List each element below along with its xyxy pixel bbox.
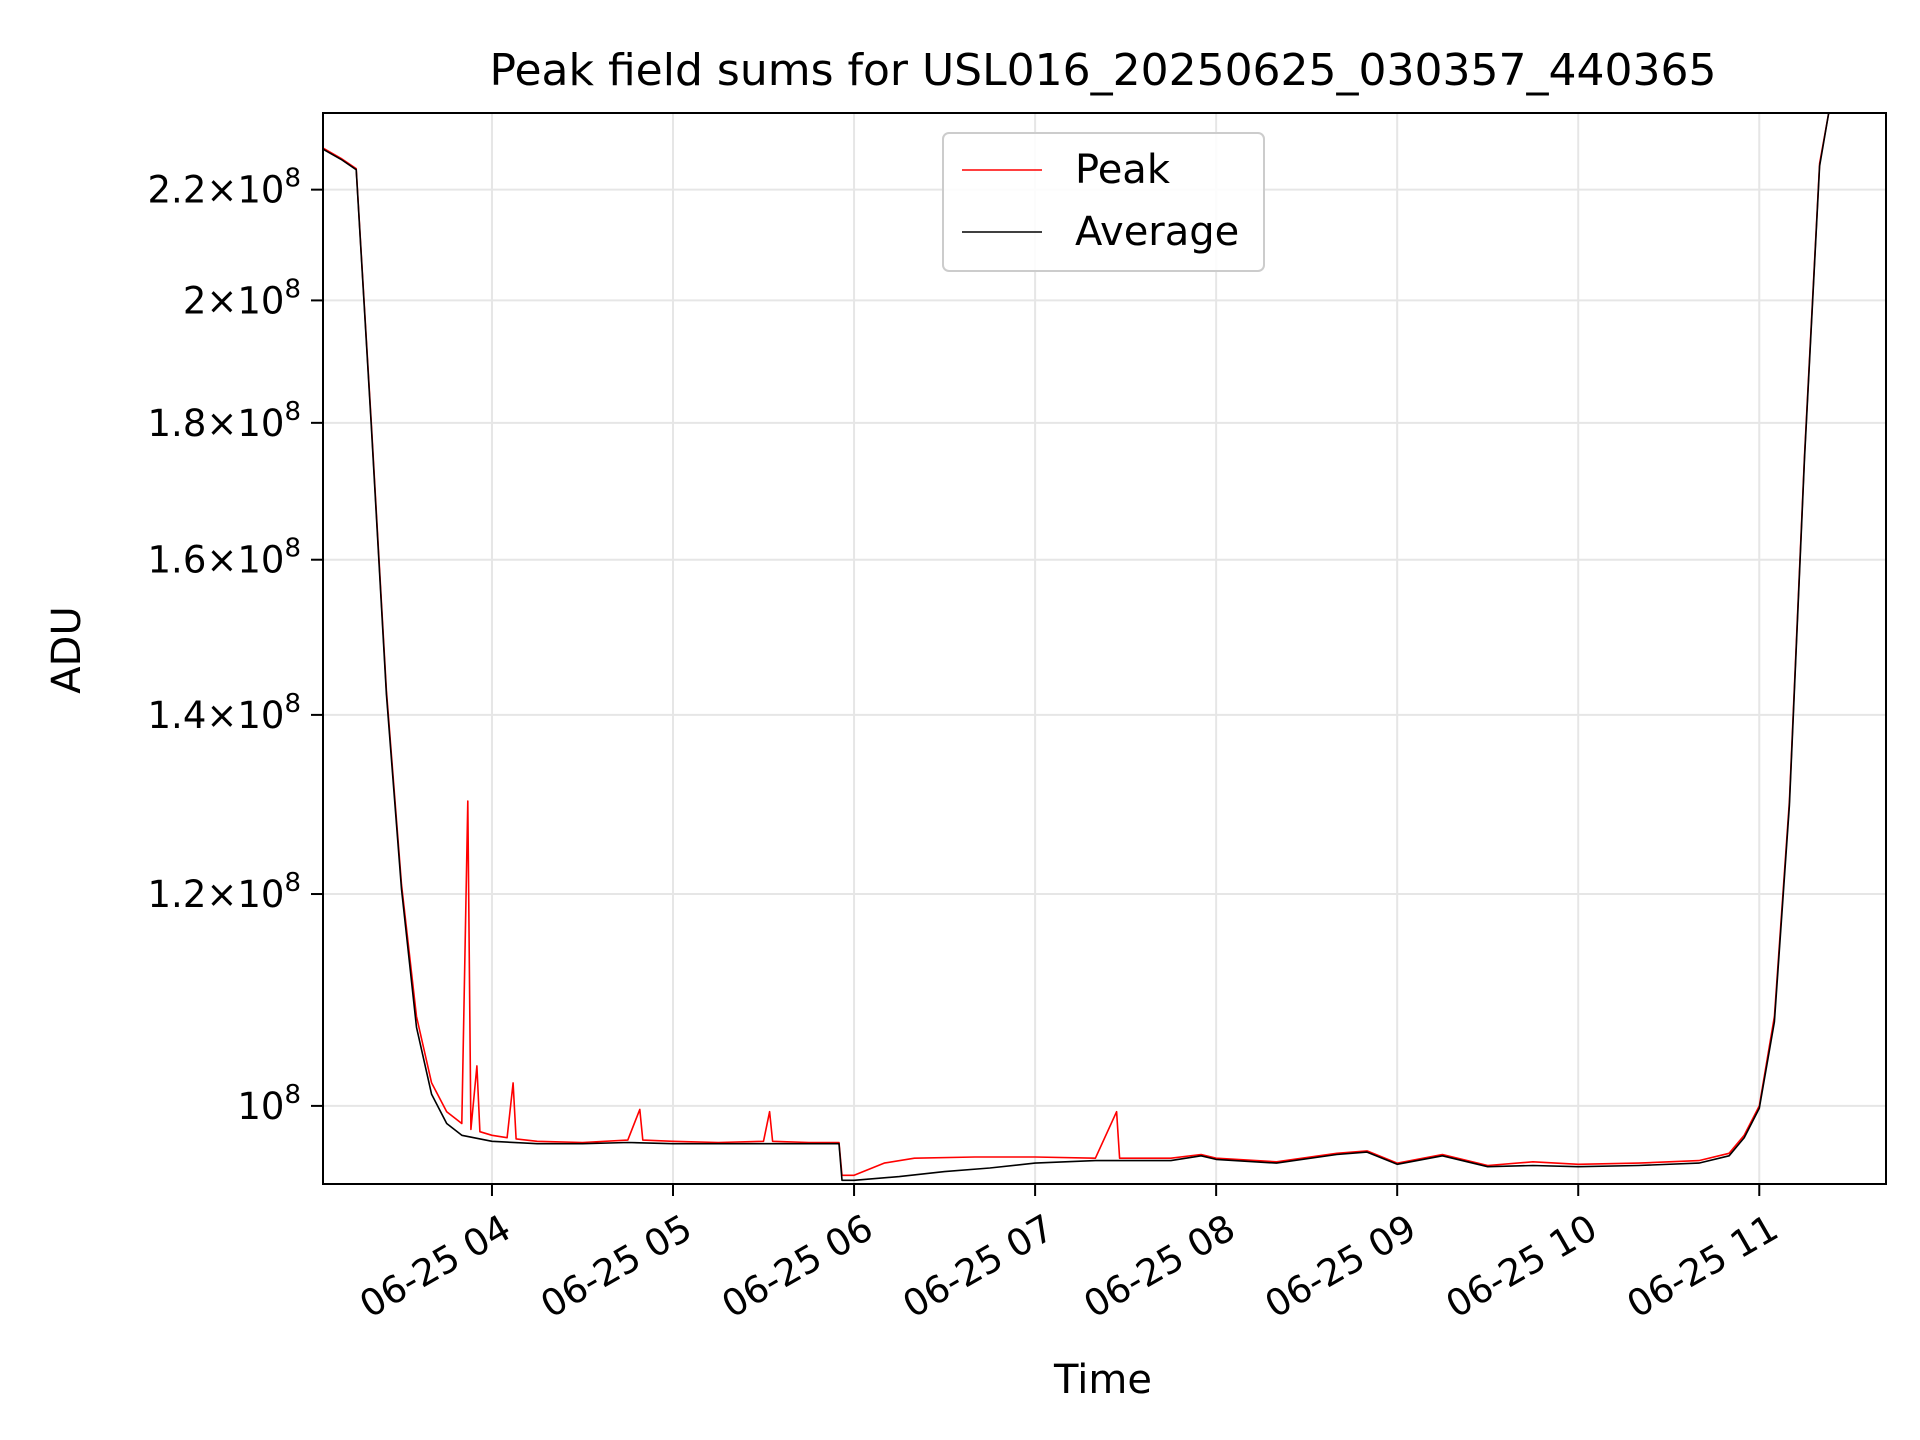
y-tick-label: 2.2×108: [148, 164, 301, 212]
x-axis-label: Time: [1053, 1357, 1152, 1403]
y-axis: 108 1.2×108 1.4×108 1.6×108 1.8×108 2×108 2.2×…: [148, 164, 323, 1128]
y-tick-label: 1.8×108: [148, 397, 301, 445]
y-tick-label: 1.2×108: [148, 868, 301, 916]
legend-average-label: Average: [1075, 209, 1239, 255]
y-tick-label: 1.4×108: [148, 689, 301, 737]
series-line-average: [322, 112, 1830, 1182]
y-axis-label: ADU: [44, 606, 90, 693]
series-layer: [322, 112, 1830, 1182]
y-tick-label: 1.6×108: [148, 534, 301, 582]
y-tick-label: 108: [237, 1080, 301, 1128]
legend: Peak Average: [942, 132, 1265, 272]
plot-frame: [322, 112, 1887, 1185]
chart-title: Peak field sums for USL016_20250625_0303…: [490, 45, 1717, 96]
y-tick-label: 2×108: [183, 274, 301, 322]
legend-peak-label: Peak: [1075, 147, 1171, 193]
legend-box: [942, 132, 1265, 272]
